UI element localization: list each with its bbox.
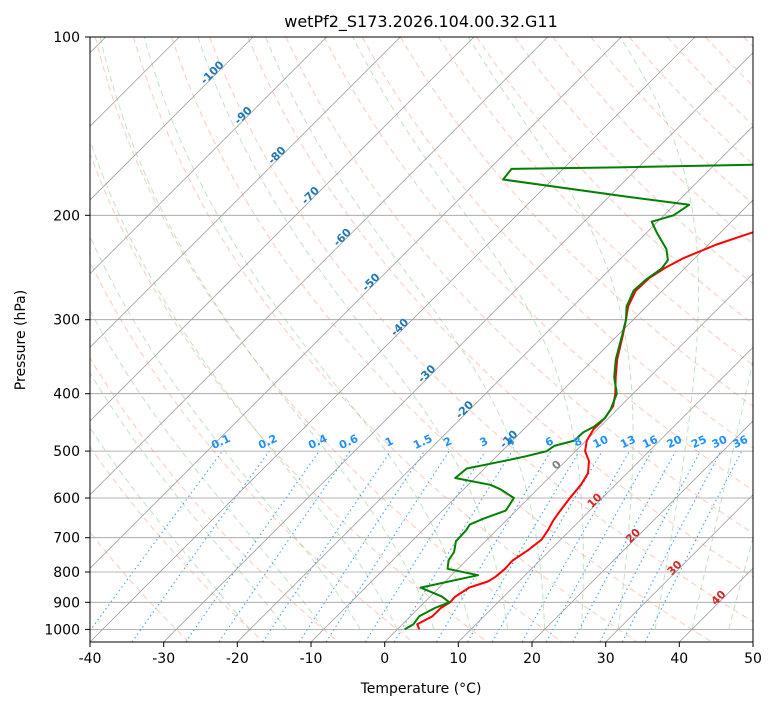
isotherm-line	[90, 37, 327, 275]
y-tick-label: 700	[53, 531, 80, 547]
mixing-ratio-label: 36	[731, 433, 751, 451]
moist-adiabat-line	[728, 536, 753, 630]
dry-adiabat-line	[90, 446, 264, 642]
mixing-ratio-line	[185, 450, 320, 642]
isotherm-line	[384, 273, 753, 642]
moist-adiabat-line	[90, 138, 398, 630]
y-tick-label: 900	[53, 595, 80, 611]
x-axis-ticks: -40 -30 -20 -10 0 10 20 30 40 50	[79, 642, 762, 667]
moist-adiabat-line	[143, 37, 472, 630]
x-tick-label: -30	[152, 651, 175, 667]
dry-adiabat-line	[132, 37, 638, 642]
mixing-ratio-label: 30	[710, 433, 730, 451]
moist-adiabat-line	[691, 358, 753, 630]
moist-adiabat-line	[197, 37, 509, 630]
dry-adiabat-line	[94, 37, 563, 642]
moist-adiabat-line	[265, 37, 546, 630]
plot-frame	[89, 36, 754, 643]
moist-adiabat-line	[619, 37, 699, 630]
mixing-ratio-line	[599, 450, 701, 642]
dry-adiabat-line	[476, 37, 753, 325]
y-tick-label: 600	[53, 491, 80, 507]
isotherm-line	[310, 199, 753, 642]
isotherm-line	[163, 52, 753, 642]
moist-adiabat-line	[99, 37, 435, 630]
sounding-profiles	[404, 163, 753, 631]
isotherm-line	[458, 346, 753, 642]
dry-adiabat-line	[90, 356, 339, 642]
y-tick-label: 300	[53, 313, 80, 329]
moist-adiabat-line	[352, 37, 584, 630]
mixing-ratio-line	[364, 450, 486, 642]
x-tick-label: 50	[744, 651, 762, 667]
x-tick-label: -40	[79, 651, 102, 667]
y-tick-label: 500	[53, 444, 80, 460]
dry-adiabat-line	[90, 152, 488, 642]
mixing-ratio-line	[325, 450, 450, 642]
isotherm-line	[90, 37, 696, 642]
y-axis-ticks: 100 200 300 400 500 600 700 800 900 1000	[44, 30, 90, 638]
isotherm-line	[531, 420, 753, 642]
mixing-ratio-label: 10	[591, 433, 611, 451]
y-tick-label: 200	[53, 208, 80, 224]
y-axis-title: Pressure (hPa)	[13, 290, 29, 390]
y-tick-label: 400	[53, 387, 80, 403]
isotherm-line	[605, 494, 753, 642]
mixing-ratio-label: 20	[665, 433, 685, 451]
x-tick-label: 0	[380, 651, 389, 667]
y-tick-label: 1000	[44, 622, 80, 638]
x-tick-label: -10	[300, 651, 323, 667]
background-lines	[90, 37, 753, 642]
moist-adiabat-line	[90, 427, 251, 630]
mixing-ratio-line	[262, 450, 392, 642]
dry-adiabat-line	[323, 37, 753, 491]
y-tick-label: 100	[53, 30, 80, 46]
dry-adiabat-line	[285, 37, 753, 535]
dry-adiabat-line	[514, 37, 753, 285]
mixing-ratio-label: 16	[640, 433, 660, 451]
x-tick-label: 20	[523, 651, 541, 667]
mixing-ratio-line	[435, 450, 552, 642]
chart-title: wetPf2_S173.2026.104.00.32.G11	[284, 12, 558, 32]
temperature-profile-line	[416, 231, 753, 630]
x-axis-title: Temperature (°C)	[360, 681, 482, 697]
mixing-ratio-line	[218, 450, 351, 642]
isotherm-line	[90, 37, 622, 569]
x-tick-label: 40	[670, 651, 688, 667]
isotherm-line	[90, 37, 401, 348]
isotherm-line	[237, 125, 753, 642]
dewpoint-profile-line	[404, 163, 753, 631]
isotherm-line	[90, 37, 548, 496]
mixing-ratio-line	[298, 450, 425, 642]
y-tick-label: 800	[53, 565, 80, 581]
isotherm-line	[90, 37, 475, 422]
x-tick-label: 10	[449, 651, 467, 667]
moist-adiabat-line	[90, 235, 361, 630]
moist-adiabat-line	[90, 309, 324, 630]
moist-adiabat-line	[467, 37, 634, 630]
moist-adiabat-line	[90, 371, 288, 630]
mixing-ratio-label: 13	[618, 433, 637, 451]
mixing-ratio-line	[467, 450, 580, 642]
dry-adiabat-line	[437, 37, 753, 366]
isotherm-line	[90, 37, 254, 201]
dry-adiabat-line	[247, 37, 753, 578]
grid-lines	[90, 37, 753, 642]
x-tick-label: 30	[597, 651, 615, 667]
mixing-ratio-line	[572, 450, 677, 642]
dry-adiabat-line	[209, 37, 753, 623]
x-tick-label: -20	[226, 651, 249, 667]
mixing-ratio-label: 25	[689, 433, 708, 451]
